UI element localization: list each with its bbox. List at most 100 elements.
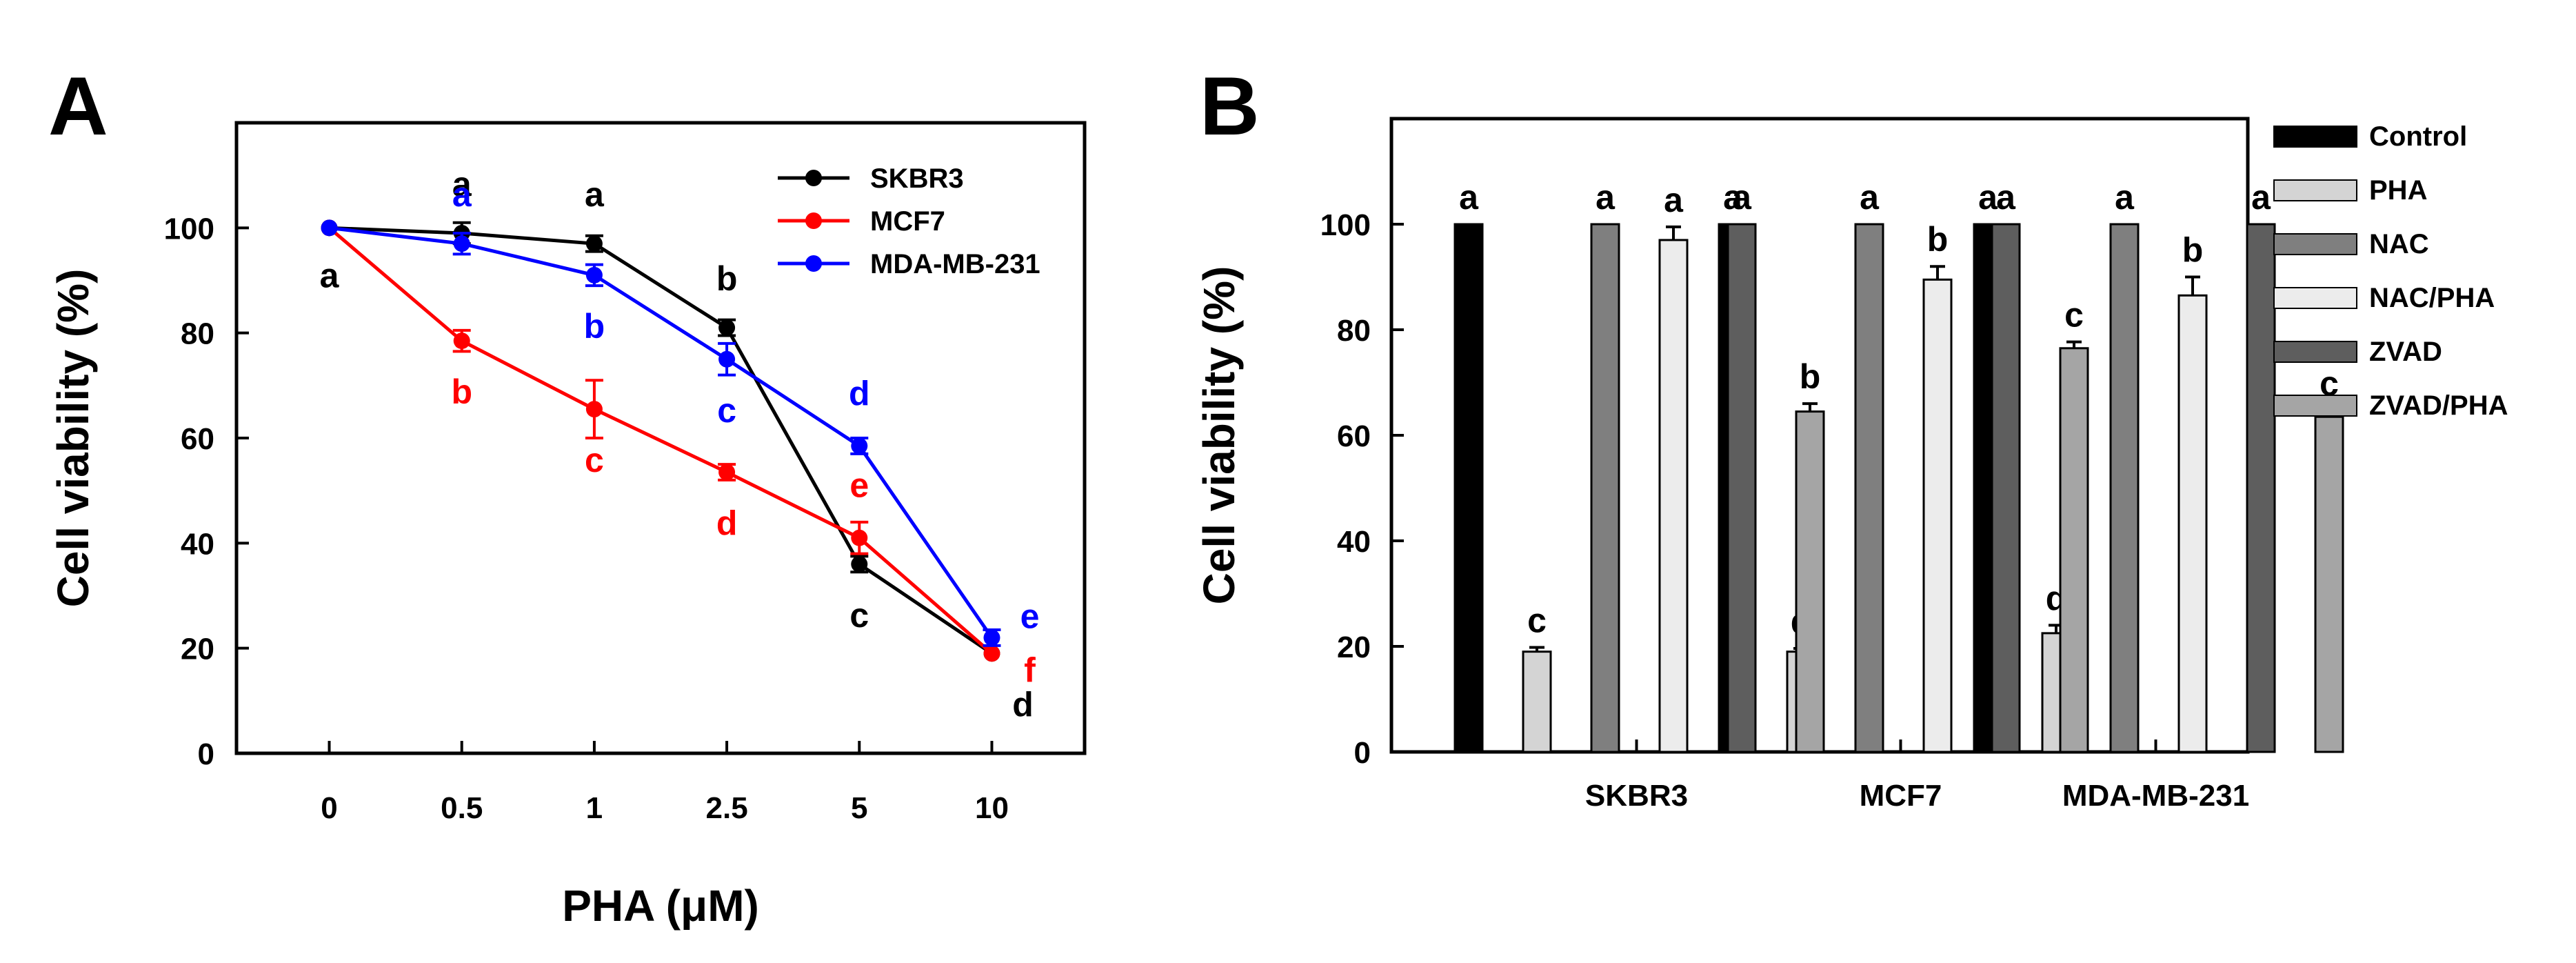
bar-nac-pha-mda-mb-231 — [2177, 294, 2208, 753]
y-tick-label-b: 40 — [1337, 525, 1371, 559]
significance-letter-mda-mb-231: a — [452, 175, 472, 214]
bar-nac-skbr3 — [1590, 223, 1620, 753]
legend-marker-mda-mb-231 — [805, 255, 822, 272]
bar-nac-mcf7 — [1854, 223, 1884, 753]
significance-letter-mcf7: c — [585, 441, 604, 479]
x-tick-label-a: 10 — [975, 791, 1009, 825]
bar-zvad-pha-skbr3 — [1795, 410, 1825, 753]
data-point-mcf7 — [718, 464, 736, 481]
legend-marker-mcf7 — [805, 212, 822, 229]
y-axis-title-a: Cell viability (%) — [48, 269, 98, 608]
y-tick-label-a: 0 — [198, 737, 214, 771]
significance-letter-b: a — [1459, 178, 1479, 217]
significance-letter-b: a — [2115, 178, 2135, 217]
legend-marker-skbr3 — [805, 170, 822, 186]
significance-letter-b: b — [1927, 220, 1949, 259]
bar-zvad-skbr3 — [1727, 223, 1757, 753]
data-point-mda-mb-231 — [718, 350, 736, 368]
bar-pha-skbr3 — [1522, 651, 1552, 753]
significance-letter-b: a — [1996, 178, 2016, 217]
chart-a: 0 20 40 60 80 100 0 0.5 1 2.5 5 10 PHA (μM) Cell viab… — [48, 121, 1087, 931]
bar-nac-pha-skbr3 — [1658, 239, 1689, 753]
legend-label-pha: PHA — [2369, 175, 2427, 206]
significance-letter-b: c — [1527, 602, 1547, 640]
significance-letter-mcf7: b — [451, 373, 472, 411]
legend-label-nac-pha: NAC/PHA — [2369, 283, 2495, 313]
data-point-mda-mb-231 — [585, 266, 603, 284]
data-point-mda-mb-231 — [851, 437, 868, 455]
significance-letter-mda-mb-231: b — [584, 307, 605, 346]
series-line-mda-mb-231 — [329, 226, 994, 639]
data-point-skbr3 — [585, 235, 603, 252]
data-point-skbr3 — [851, 555, 868, 573]
y-tick-label-a: 80 — [181, 317, 214, 351]
bar-nac-mda-mb-231 — [2109, 223, 2140, 753]
y-axis-title-b: Cell viability (%) — [1194, 266, 1244, 605]
significance-letter-mda-mb-231: e — [1020, 597, 1040, 635]
bar-zvad-mda-mb-231 — [2246, 223, 2276, 753]
series-line-mcf7 — [328, 226, 994, 655]
y-tick-label-b: 20 — [1337, 631, 1371, 664]
legend-label-zvad-pha: ZVAD/PHA — [2369, 390, 2508, 421]
y-tick-label-a: 100 — [164, 212, 214, 246]
x-tick-label-a: 0 — [321, 791, 337, 825]
significance-letter-skbr3: c — [849, 596, 869, 635]
data-point-mcf7 — [585, 401, 603, 418]
data-point-mcf7 — [453, 332, 470, 350]
legend-label-control: Control — [2369, 121, 2467, 152]
y-tick-label-a: 40 — [181, 527, 214, 561]
y-tick-label-b: 0 — [1354, 736, 1371, 770]
significance-letter-skbr3: a — [452, 165, 472, 203]
y-tick-label-a: 60 — [181, 422, 214, 456]
significance-letter-b: a — [1664, 181, 1684, 219]
significance-letter-b: a — [1732, 178, 1752, 217]
bar-zvad-pha-mcf7 — [2059, 347, 2089, 753]
significance-letter-b: a — [2251, 178, 2271, 217]
significance-letter-b: c — [2064, 296, 2084, 335]
legend-swatch-nac-pha — [2273, 287, 2357, 309]
legend-label-mda-mb-231: MDA-MB-231 — [870, 249, 1040, 279]
data-point-mda-mb-231 — [983, 629, 1000, 646]
data-point-mcf7 — [851, 529, 868, 546]
panel-label-a: A — [48, 60, 108, 152]
x-axis-title-a: PHA (μM) — [562, 881, 759, 931]
x-tick-label-mcf7: MCF7 — [1860, 779, 1942, 813]
x-tick-label-a: 1 — [586, 791, 603, 825]
legend-label-skbr3: SKBR3 — [870, 163, 964, 194]
significance-letter-b: b — [1800, 357, 1821, 396]
y-tick-label-a: 20 — [181, 633, 214, 666]
legend-swatch-zvad-pha — [2273, 395, 2357, 417]
legend-label-mcf7: MCF7 — [870, 206, 945, 237]
bar-zvad-mcf7 — [1991, 223, 2021, 753]
significance-letter-mcf7: d — [716, 504, 738, 543]
panel-label-b: B — [1200, 60, 1260, 152]
significance-letter-skbr3: a — [320, 256, 340, 295]
significance-letter-mcf7: e — [849, 466, 869, 505]
series-line-skbr3 — [329, 226, 993, 655]
data-point-mda-mb-231 — [321, 219, 338, 237]
x-tick-label-a: 2.5 — [706, 791, 748, 825]
legend-swatch-nac — [2273, 233, 2357, 255]
x-tick-label-skbr3: SKBR3 — [1585, 779, 1688, 813]
legend-swatch-control — [2273, 126, 2357, 148]
significance-letter-skbr3: a — [585, 175, 605, 214]
significance-letter-mda-mb-231: d — [849, 374, 870, 413]
significance-letter-b: a — [1978, 178, 1998, 217]
bar-nac-pha-mcf7 — [1922, 278, 1953, 753]
significance-letter-mda-mb-231: c — [717, 391, 736, 430]
significance-letter-b: b — [2182, 231, 2204, 270]
x-tick-label-mda-mb-231: MDA-MB-231 — [2062, 779, 2249, 813]
significance-letter-b: a — [1860, 178, 1880, 217]
y-tick-label-b: 80 — [1337, 314, 1371, 348]
legend-label-nac: NAC — [2369, 229, 2429, 259]
significance-letter-b: a — [1723, 178, 1743, 217]
significance-letter-skbr3: d — [1012, 685, 1034, 724]
chart-b: 0 20 40 60 80 100 Cell viability (%) SKBR3 MCF7 M… — [1194, 117, 2508, 813]
bar-zvad-pha-mda-mb-231 — [2314, 415, 2344, 753]
bar-control-skbr3 — [1453, 223, 1484, 753]
data-point-mcf7 — [983, 645, 1000, 662]
legend-label-zvad: ZVAD — [2369, 337, 2442, 367]
legend-swatch-pha — [2273, 179, 2357, 201]
plot-frame-a — [234, 121, 1087, 755]
